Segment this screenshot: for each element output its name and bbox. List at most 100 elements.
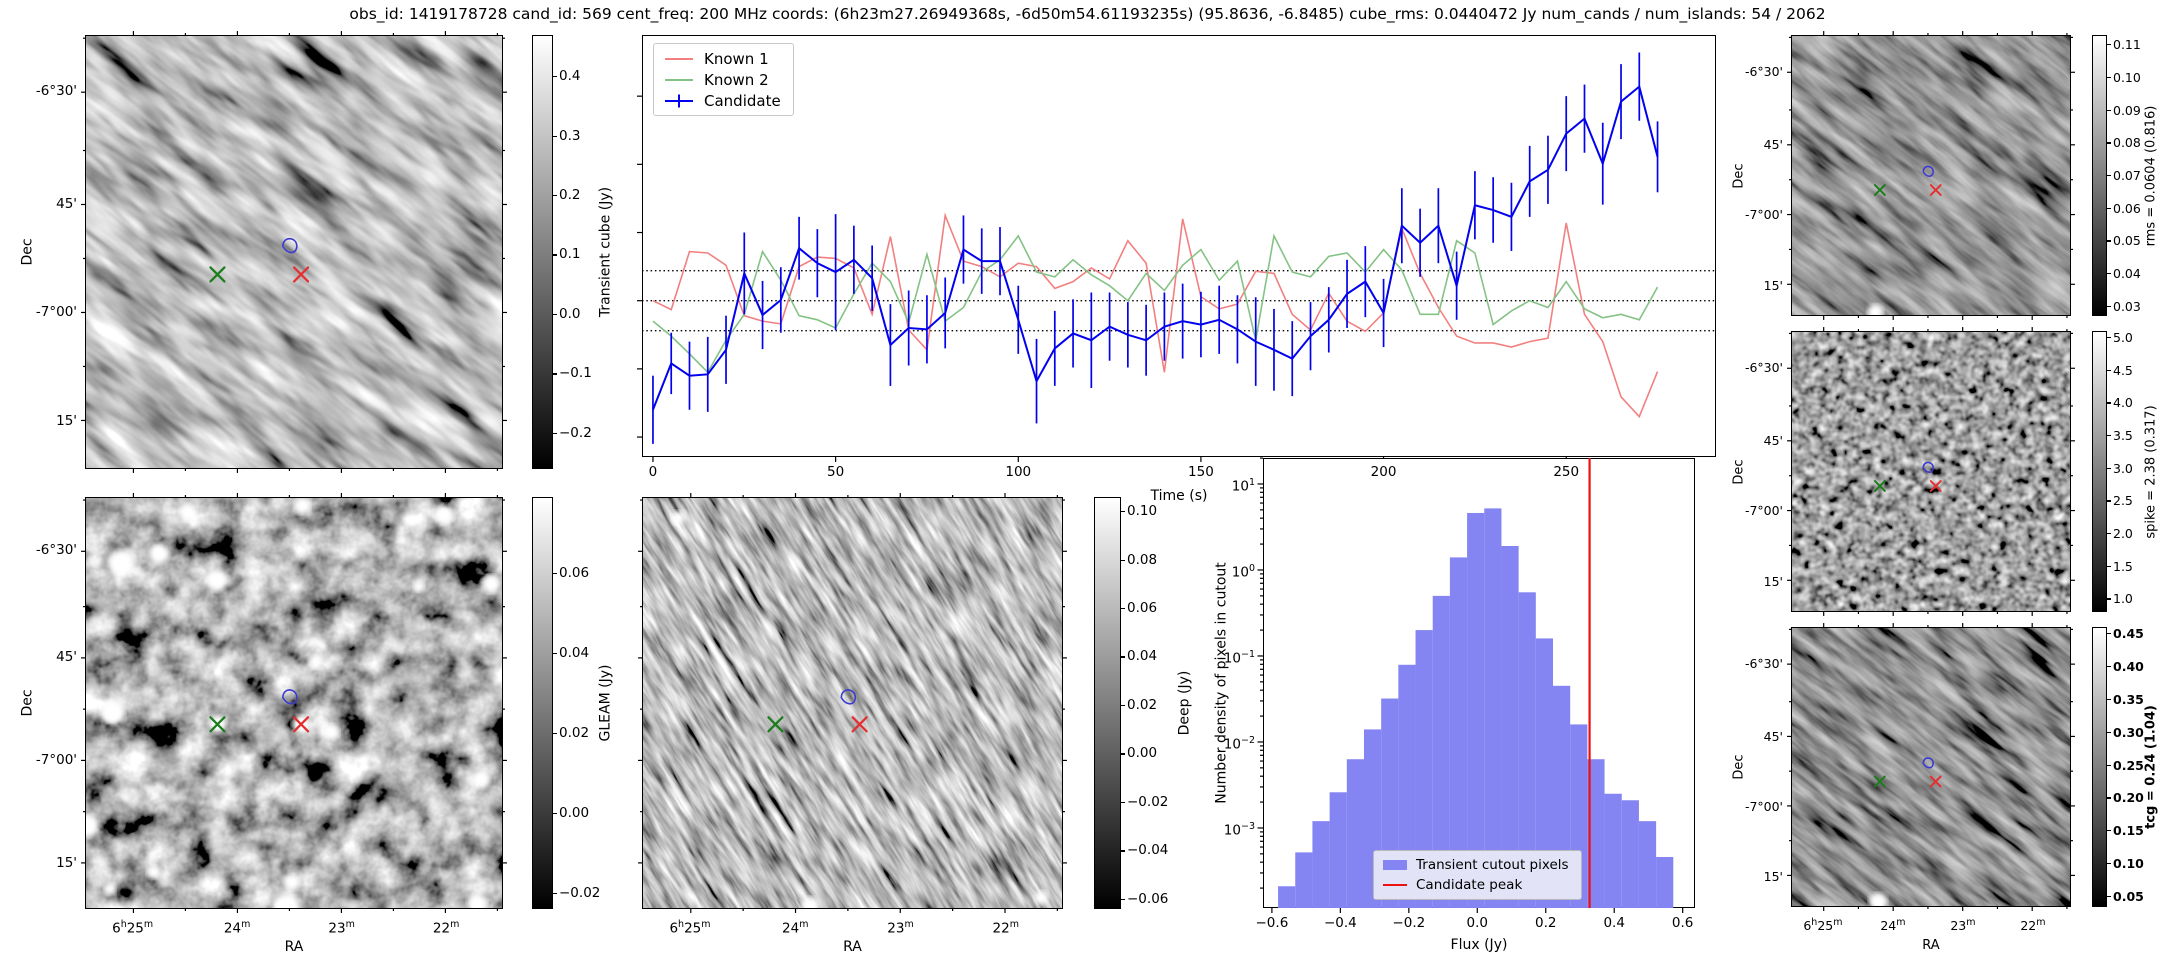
- deep-colorbar-tick-label: 0.10: [1127, 503, 1158, 520]
- rms-axis-ticks: [1787, 31, 2075, 320]
- deep-colorbar-tick: [1121, 704, 1125, 707]
- transient-colorbar-tick: [553, 373, 557, 375]
- legend-row-candidate-peak: Candidate peak: [1383, 875, 1569, 895]
- rms-colorbar-tick-label: 0.06: [2113, 200, 2141, 216]
- gleam-colorbar-tick: [553, 812, 557, 814]
- histogram-plot: [1257, 457, 1684, 913]
- spike-colorbar-tick-label: 4.0: [2113, 395, 2133, 411]
- tcg-colorbar-tick-label: 0.20: [2113, 790, 2144, 806]
- transient-image-frame: [81, 31, 507, 473]
- rms-colorbar-tick: [2107, 273, 2111, 275]
- legend-label: Known 2: [704, 70, 769, 89]
- gleam-colorbar-label: GLEAM (Jy): [597, 664, 614, 742]
- rms-colorbar-tick-label: 0.09: [2113, 102, 2141, 118]
- green-x-marker: [209, 266, 226, 283]
- gleam-source-blob: [103, 883, 116, 896]
- gleam-source-blob: [412, 580, 425, 593]
- spike-axis-ticks: [1787, 327, 2075, 616]
- legend-row-cutout-pixels: Transient cutout pixels: [1383, 855, 1569, 875]
- dec-tick-label: 45': [1763, 137, 1783, 153]
- histogram-bar: [1449, 557, 1468, 908]
- spike-colorbar-tick: [2107, 500, 2111, 502]
- spike-colorbar-tick-label: 3.0: [2113, 460, 2133, 476]
- spike-image-frame: [1787, 327, 2075, 616]
- red-x-marker: [292, 716, 310, 733]
- deep-colorbar-tick: [1121, 753, 1125, 755]
- histogram-bar: [1535, 638, 1554, 908]
- rms-colorbar-tick-label: 0.07: [2113, 168, 2141, 183]
- ra-axis-label: RA: [1922, 938, 1940, 953]
- gleam-colorbar-tick-label: 0.06: [559, 564, 590, 581]
- gleam-colorbar-tick: [553, 732, 557, 734]
- tcg-colorbar-tick: [2107, 797, 2111, 799]
- lightcurve-x-tick-label: 150: [1188, 464, 1214, 480]
- gleam-source-blob: [323, 723, 340, 740]
- legend-row-known-2: Known 2: [662, 69, 781, 90]
- histogram-bar: [1278, 886, 1296, 908]
- dec-tick-label: -7°00': [1744, 503, 1783, 519]
- transient-colorbar-label: Transient cube (Jy): [597, 186, 614, 318]
- gleam-marker-overlay: [81, 493, 507, 913]
- spike-colorbar-tick-label: 3.5: [2113, 428, 2133, 444]
- deep-marker-overlay: [638, 493, 1067, 913]
- rms-colorbar-tick-label: 0.03: [2113, 298, 2141, 314]
- histogram-x-tick-label: 0.6: [1671, 915, 1694, 931]
- spike-colorbar-tick: [2107, 435, 2111, 437]
- transient-marker-overlay: [81, 31, 507, 473]
- tcg-colorbar-tick: [2107, 665, 2111, 668]
- rms-image-panel: [1787, 31, 2075, 320]
- deep-image-panel: [638, 493, 1067, 913]
- dec-tick-label: 45': [56, 195, 77, 212]
- gleam-source-blob: [433, 504, 454, 525]
- spike-colorbar: [2092, 331, 2107, 612]
- spike-colorbar-tick: [2107, 337, 2111, 339]
- ra-tick-label: 24m: [223, 919, 251, 937]
- histogram-y-tick-label: 101: [1231, 476, 1255, 495]
- deep-colorbar-tick: [1121, 850, 1125, 852]
- lightcurve-x-tick-label: 50: [827, 464, 845, 480]
- red-x-marker: [851, 716, 868, 733]
- gleam-axis-ticks: [81, 493, 507, 913]
- green-x-marker: [1873, 775, 1886, 788]
- gleam-image-frame: [81, 493, 507, 913]
- lightcurve-x-tick-label: 250: [1553, 464, 1580, 480]
- histogram-bar: [1432, 595, 1450, 908]
- gleam-source-blob: [148, 543, 169, 564]
- rms-colorbar-tick: [2107, 76, 2111, 79]
- histogram-y-tick-label: 100: [1231, 562, 1255, 581]
- gleam-colorbar-tick-label: 0.04: [559, 644, 590, 661]
- ra-tick-label: 23m: [1950, 917, 1976, 934]
- flux-histogram-panel: [1257, 457, 1695, 913]
- gleam-source-blob: [271, 894, 300, 908]
- gleam-colorbar-tick: [553, 892, 557, 894]
- deep-source-blob: [1034, 890, 1049, 905]
- lightcurve-x-tick-label: 100: [1005, 464, 1032, 480]
- gleam-source-blob: [467, 893, 487, 908]
- histogram-ylabel: Number density of pixels in cutout: [1213, 562, 1230, 804]
- transient-colorbar-tick-label: 0.2: [559, 187, 581, 204]
- transient-cube-image-panel: [81, 31, 507, 473]
- histogram-x-tick-label: −0.2: [1392, 915, 1426, 931]
- legend-label: Candidate: [704, 91, 781, 110]
- green-x-marker: [1873, 184, 1886, 196]
- transient-axis-ticks: [81, 31, 507, 473]
- gleam-colorbar: [532, 497, 553, 909]
- rms-colorbar-tick: [2107, 175, 2111, 177]
- lightcurve-panel: [637, 35, 1716, 462]
- rms-colorbar-tick: [2107, 305, 2111, 307]
- transient-colorbar: [532, 35, 553, 469]
- red-x-marker: [1929, 480, 1942, 492]
- deep-colorbar: [1094, 497, 1121, 909]
- deep-colorbar-tick: [1121, 607, 1125, 610]
- legend-label: Known 1: [704, 49, 769, 68]
- legend-label: Transient cutout pixels: [1416, 857, 1569, 873]
- spike-colorbar-tick: [2107, 369, 2111, 371]
- lightcurve-x-tick-label: 0: [648, 464, 658, 480]
- legend-line-sample: [665, 94, 693, 107]
- dec-tick-label: 15': [1763, 868, 1783, 884]
- deep-colorbar-tick: [1121, 656, 1125, 658]
- deep-colorbar-tick-label: 0.00: [1127, 745, 1158, 762]
- gleam-source-blob: [206, 569, 228, 591]
- gleam-source-blob: [482, 575, 501, 594]
- lightcurve-xlabel: Time (s): [1150, 488, 1208, 504]
